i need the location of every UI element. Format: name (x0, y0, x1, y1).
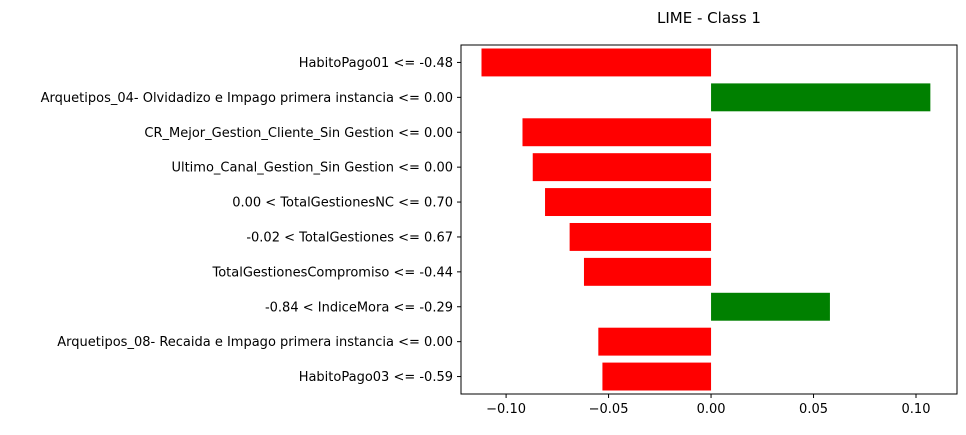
y-tick-label: TotalGestionesCompromiso <= -0.44 (211, 265, 453, 280)
bar (522, 118, 712, 147)
y-tick-label: -0.02 < TotalGestiones <= 0.67 (246, 230, 453, 245)
bar (602, 362, 712, 391)
bar (532, 153, 712, 182)
y-tick-label: HabitoPago03 <= -0.59 (299, 370, 453, 385)
bar (711, 83, 931, 112)
y-tick-label: HabitoPago01 <= -0.48 (299, 56, 453, 71)
x-tick-label: 0.05 (799, 402, 828, 417)
bar (598, 327, 712, 356)
bar (569, 222, 712, 251)
bar (711, 292, 830, 321)
chart-title: LIME - Class 1 (657, 9, 761, 27)
y-tick-labels: HabitoPago01 <= -0.48 Arquetipos_04- Olvi… (41, 56, 461, 385)
x-tick-label: 0.10 (902, 402, 931, 417)
y-tick-label: -0.84 < IndiceMora <= -0.29 (265, 300, 453, 315)
y-tick-label: Ultimo_Canal_Gestion_Sin Gestion <= 0.00 (171, 161, 453, 176)
y-tick-label: Arquetipos_04- Olvidadizo e Impago prime… (41, 91, 453, 106)
y-tick-label: Arquetipos_08- Recaida e Impago primera … (57, 335, 453, 350)
bar-group (481, 48, 931, 391)
y-tick-label: 0.00 < TotalGestionesNC <= 0.70 (232, 196, 453, 211)
bar (481, 48, 712, 77)
bar (583, 257, 712, 286)
x-tick-label: 0.00 (697, 402, 726, 417)
x-tick-label: −0.05 (589, 402, 629, 417)
y-tick-label: CR_Mejor_Gestion_Cliente_Sin Gestion <= … (144, 126, 453, 141)
bar (545, 188, 712, 217)
x-ticks: −0.10 −0.05 0.00 0.05 0.10 (486, 394, 930, 417)
axes-frame (460, 44, 958, 395)
x-tick-label: −0.10 (486, 402, 526, 417)
